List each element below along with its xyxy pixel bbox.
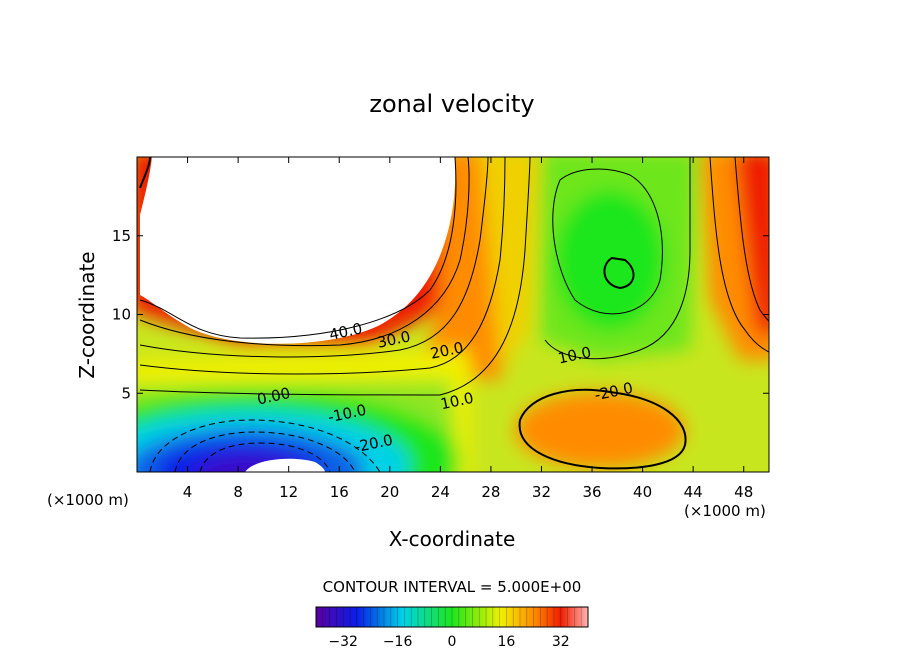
velocity-field [137, 157, 769, 472]
x-tick-label: 32 [532, 483, 551, 501]
x-tick-label: 12 [279, 483, 298, 501]
colorbar [315, 606, 589, 628]
contour-interval-text: CONTOUR INTERVAL = 5.000E+00 [323, 578, 582, 596]
x-tick-label: 24 [431, 483, 450, 501]
x-unit-label-right: (×1000 m) [684, 502, 766, 520]
colorbar-tick-label: 32 [552, 634, 570, 650]
colorbar-tick-label: −16 [383, 634, 413, 650]
x-axis-label: X-coordinate [389, 527, 516, 551]
x-axis: 4 8 12 16 20 24 28 32 36 40 44 48 [183, 157, 753, 501]
y-axis: 5 10 15 [112, 227, 769, 402]
y-tick-label: 15 [112, 227, 131, 245]
y-tick-label: 10 [112, 306, 131, 324]
x-tick-label: 48 [734, 483, 753, 501]
x-tick-label: 20 [380, 483, 399, 501]
x-unit-label-left: (×1000 m) [47, 491, 129, 509]
x-tick-label: 8 [233, 483, 243, 501]
x-tick-label: 44 [684, 483, 703, 501]
x-tick-label: 4 [183, 483, 193, 501]
x-tick-label: 40 [633, 483, 652, 501]
chart-title: zonal velocity [369, 90, 534, 118]
colorbar-tick-label: 16 [497, 634, 515, 650]
y-axis-label: Z-coordinate [75, 251, 99, 378]
x-tick-label: 36 [582, 483, 601, 501]
x-tick-label: 16 [330, 483, 349, 501]
colorbar-tick-label: 0 [448, 634, 457, 650]
colorbar-labels: −32 −16 0 16 32 [328, 634, 569, 650]
y-tick-label: 5 [121, 384, 131, 402]
colorbar-tick-label: −32 [328, 634, 358, 650]
x-tick-label: 28 [481, 483, 500, 501]
